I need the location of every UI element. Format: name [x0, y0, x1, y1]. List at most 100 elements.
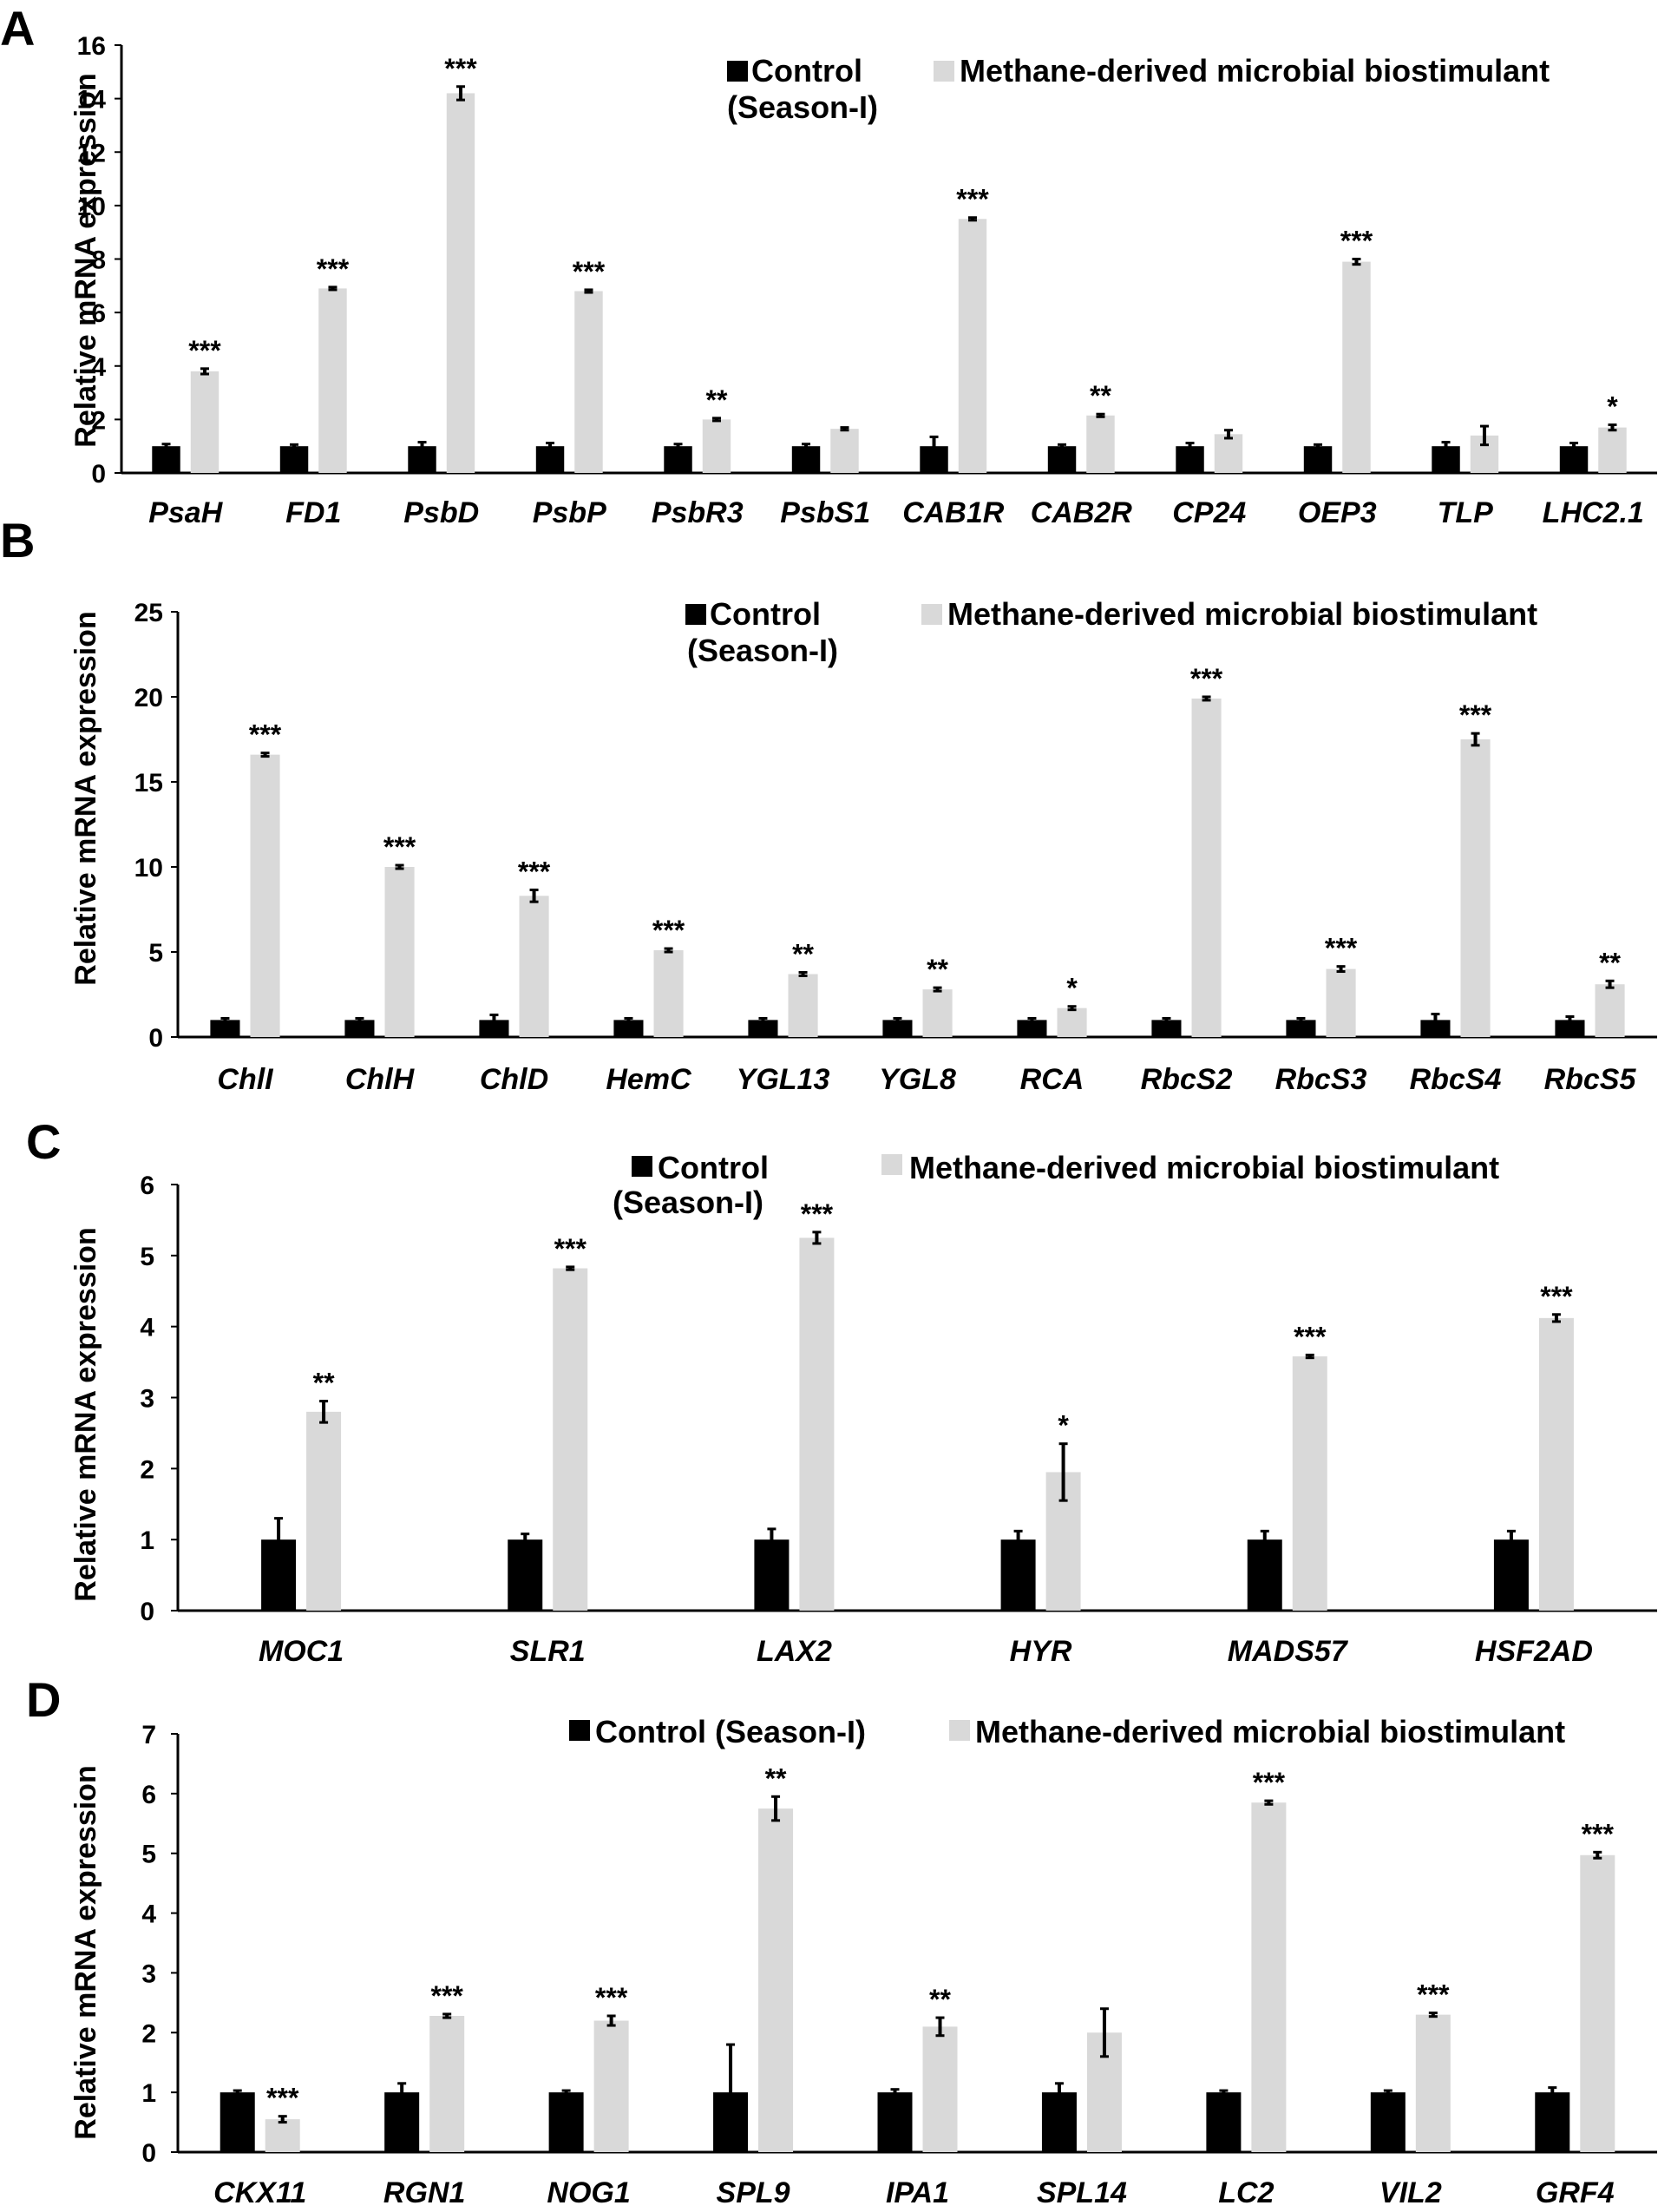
panel-d-legend-control-label: Control (Season-I) [595, 1714, 866, 1749]
panel-a-legend-control-label: Control [751, 53, 862, 89]
panel-a-bar-treatment [1598, 427, 1627, 473]
panel-c-ytick-label: 6 [140, 1172, 154, 1200]
panel-b-significance-label: ** [1599, 947, 1621, 978]
panel-c-bar-treatment [799, 1237, 835, 1611]
panel-b-category-label: HemC [606, 1063, 691, 1096]
panel-c-bar-control [508, 1539, 543, 1611]
panel-a-bar-control [1432, 446, 1460, 473]
panel-c-letter: C [26, 1114, 61, 1169]
panel-c-category-label: HSF2AD [1475, 1635, 1593, 1668]
panel-b-legend-control-swatch [685, 604, 706, 625]
panel-d-bar-treatment [1580, 1854, 1615, 2152]
panel-a-category-label: LHC2.1 [1543, 496, 1644, 529]
panel-c-significance-label: ** [313, 1368, 335, 1399]
panel-d-significance-label: *** [1253, 1767, 1286, 1798]
panel-d-ytick-label: 7 [141, 1721, 156, 1749]
panel-a-significance-label: *** [188, 335, 221, 366]
panel-a-legend-control-label-2: (Season-I) [727, 89, 878, 125]
panel-b-ytick-label: 20 [134, 684, 163, 712]
panel-b-significance-label: ** [792, 939, 814, 970]
panel-d-bar-treatment [1415, 2014, 1451, 2152]
panel-c-category-label: HYR [1010, 1635, 1072, 1668]
panel-d-category-label: SPL14 [1037, 2176, 1127, 2208]
panel-b-bar-control [1555, 1020, 1585, 1037]
panel-d-bar-control [384, 2092, 420, 2152]
panel-b-legend-treatment-swatch [921, 604, 942, 625]
panel-d-ytick-label: 0 [141, 2139, 156, 2168]
panel-b-significance-label: *** [652, 915, 685, 946]
panel-b-category-label: ChlI [217, 1063, 274, 1096]
panel-b-significance-label: *** [1325, 933, 1358, 964]
panel-a-significance-label: *** [317, 253, 350, 285]
panel-a-bar-control [1176, 446, 1204, 473]
panel-b-letter: B [0, 513, 35, 568]
panel-b-category-label: YGL13 [737, 1063, 830, 1096]
panel-c-ytick-label: 1 [140, 1526, 154, 1555]
panel-a-bar-control [1303, 446, 1333, 473]
panel-a-bar-control [535, 446, 565, 473]
panel-b-ytick-label: 25 [134, 599, 163, 627]
panel-b-ylabel: Relative mRNA expression [69, 611, 102, 985]
panel-b-bar-control [1017, 1020, 1047, 1037]
panel-d-bar-treatment [265, 2119, 300, 2152]
panel-a-bar-control [791, 446, 821, 473]
panel-a-ytick-label: 10 [77, 193, 106, 221]
panel-a-ytick-label: 16 [77, 32, 106, 61]
panel-c-bar-treatment [1292, 1356, 1327, 1611]
panel-d-bar-treatment [593, 2020, 629, 2152]
panel-b-category-label: RCA [1020, 1063, 1085, 1096]
panel-b-bar-control [882, 1020, 913, 1037]
panel-a-bar-treatment [190, 371, 220, 473]
panel-d-significance-label: ** [765, 1762, 787, 1794]
panel-b-category-label: RbcS2 [1141, 1063, 1233, 1096]
panel-a-bar-treatment [830, 429, 859, 473]
panel-c-category-label: LAX2 [757, 1635, 832, 1668]
panel-d-bar-treatment [758, 1808, 794, 2152]
panel-b-bar-treatment [1057, 1008, 1087, 1037]
panel-b-bar-control [344, 1020, 375, 1037]
panel-c-significance-label: *** [1540, 1281, 1573, 1312]
panel-c-legend-control-label-2: (Season-I) [613, 1185, 763, 1220]
panel-c-bar-treatment [553, 1268, 588, 1611]
panel-b-bar-treatment [1460, 739, 1491, 1037]
panel-b-bar-control [748, 1020, 778, 1037]
panel-a-bar-treatment [446, 93, 475, 474]
panel-a-category-label: OEP3 [1298, 496, 1377, 529]
panel-a-legend-treatment-swatch [934, 61, 954, 82]
panel-b-significance-label: *** [249, 719, 282, 751]
panel-a-bar-control [279, 446, 309, 473]
panel-c-ytick-label: 5 [140, 1243, 154, 1271]
panel-b-legend-control-label: Control [710, 596, 821, 632]
panel-b-bar-treatment [1595, 984, 1625, 1037]
panel-a-letter: A [0, 1, 35, 56]
panel-b-bar-treatment [922, 989, 953, 1037]
panel-c-category-label: MADS57 [1228, 1635, 1349, 1668]
panel-a-bar-control [152, 446, 180, 473]
panel-c-category-label: SLR1 [510, 1635, 586, 1668]
panel-d-ytick-label: 3 [141, 1959, 156, 1988]
panel-b-bar-treatment [1191, 698, 1222, 1037]
panel-a-ylabel: Relative mRNA expression [69, 73, 102, 447]
panel-a-category-label: PsaH [148, 496, 223, 529]
panel-b-category-label: YGL8 [879, 1063, 956, 1096]
panel-b-ytick-label: 0 [148, 1024, 163, 1053]
panel-b-significance-label: * [1066, 973, 1078, 1004]
panel-b-bar-control [479, 1020, 509, 1037]
panel-d-category-label: IPA1 [886, 2176, 949, 2208]
panel-c-bar-control [754, 1539, 790, 1611]
panel-d-category-label: RGN1 [383, 2176, 465, 2208]
panel-d-bar-treatment [1251, 1802, 1287, 2152]
panel-d-category-label: LC2 [1218, 2176, 1274, 2208]
panel-d-category-label: GRF4 [1536, 2176, 1615, 2208]
panel-c-legend-control-label: Control [658, 1150, 769, 1185]
panel-a-category-label: CAB2R [1031, 496, 1133, 529]
panel-d-legend-control-swatch [569, 1720, 590, 1741]
panel-b-category-label: ChlH [345, 1063, 416, 1096]
panel-a-category-label: CAB1R [902, 496, 1005, 529]
panel-c-ylabel: Relative mRNA expression [69, 1227, 102, 1601]
panel-d-legend-treatment-label: Methane-derived microbial biostimulant [975, 1714, 1565, 1749]
panel-a-bar-treatment [574, 291, 603, 473]
panel-a-ytick-label: 2 [91, 406, 106, 435]
